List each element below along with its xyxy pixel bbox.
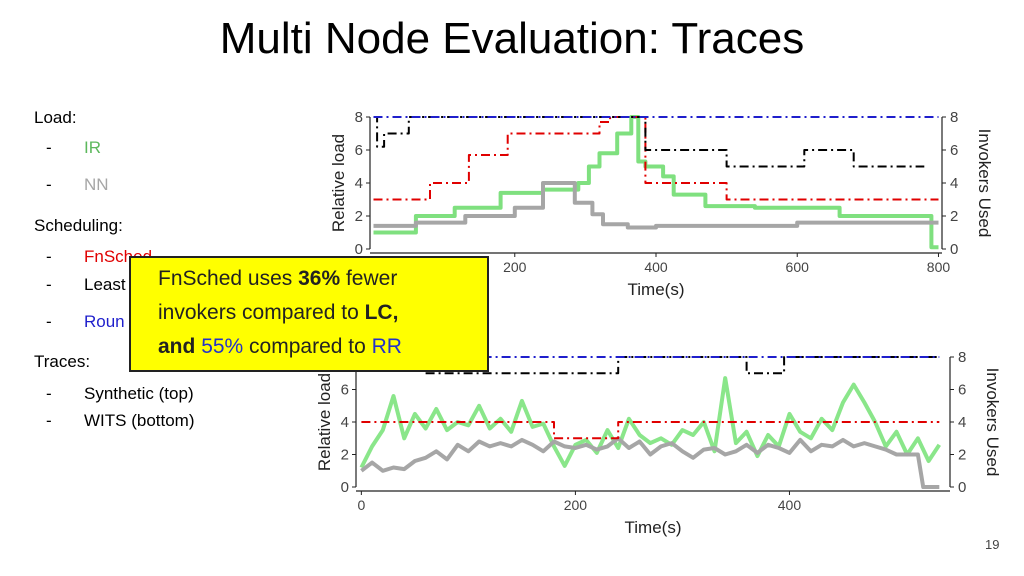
x-axis-title: Time(s) <box>628 280 685 299</box>
load-item-label: NN <box>84 175 109 194</box>
callout-line-3: and 55% compared to RR <box>158 330 487 364</box>
series-line-nn <box>373 181 939 230</box>
callout-box: FnSched uses 36% fewer invokers compared… <box>129 256 489 372</box>
bullet-dash: - <box>46 411 52 430</box>
x-tick-label: 0 <box>357 497 365 513</box>
traces-heading: Traces: <box>34 352 91 371</box>
scheduling-item-label: Least <box>84 275 126 294</box>
series-line-fnsched <box>373 116 939 201</box>
scheduling-item-round: - Roun <box>46 312 125 332</box>
x-tick-label: 200 <box>503 259 527 275</box>
trace-item-label: Synthetic (top) <box>84 384 194 403</box>
scheduling-item-least: - Least <box>46 275 126 295</box>
y2-tick-label: 4 <box>958 414 966 431</box>
series-line-fnsched <box>361 421 940 440</box>
x-tick-label: 400 <box>644 259 668 275</box>
series-line-nn <box>360 436 940 489</box>
y-tick-label: 2 <box>341 447 349 464</box>
callout-text: invokers compared to <box>158 301 365 324</box>
x-tick-label: 400 <box>778 497 802 513</box>
callout-text: fewer <box>340 267 398 290</box>
y-tick-label: 4 <box>341 414 349 431</box>
load-item-nn: - NN <box>46 175 109 195</box>
y-tick-label: 6 <box>341 382 349 399</box>
scheduling-heading: Scheduling: <box>34 216 123 235</box>
series-line-least-connections <box>373 116 925 168</box>
y2-tick-label: 8 <box>950 109 958 126</box>
x-tick-label: 600 <box>786 259 810 275</box>
scheduling-item-label: Roun <box>84 312 125 331</box>
callout-line-1: FnSched uses 36% fewer <box>158 262 487 296</box>
callout-line-2: invokers compared to LC, <box>158 296 487 330</box>
wits-trace-chart: 02468024680200400Time(s)Relative loadInv… <box>315 349 1002 537</box>
y2-tick-label: 4 <box>950 175 958 192</box>
callout-text: compared to <box>243 335 372 358</box>
series-line-least-connections <box>425 356 940 375</box>
callout-bold-lc: LC, <box>364 301 399 324</box>
callout-text: FnSched uses <box>158 267 299 290</box>
callout-blue-rr: RR <box>371 335 402 358</box>
callout-blue-55: 55% <box>201 335 244 358</box>
slide-title: Multi Node Evaluation: Traces <box>219 14 805 63</box>
x-tick-label: 800 <box>927 259 951 275</box>
y2-axis-title: Invokers Used <box>975 129 994 238</box>
y-tick-label: 0 <box>341 479 349 496</box>
bullet-dash: - <box>46 138 52 157</box>
load-heading: Load: <box>34 108 77 127</box>
y-tick-label: 8 <box>355 109 363 126</box>
y2-tick-label: 0 <box>958 479 966 496</box>
y2-tick-label: 6 <box>958 382 966 399</box>
bullet-dash: - <box>46 384 52 403</box>
y2-tick-label: 8 <box>958 349 966 366</box>
y-axis-title: Relative load <box>315 373 334 471</box>
y-tick-label: 6 <box>355 142 363 159</box>
y2-tick-label: 0 <box>950 241 958 258</box>
y2-tick-label: 2 <box>950 208 958 225</box>
page-number: 19 <box>985 537 1000 552</box>
y-tick-label: 4 <box>355 175 363 192</box>
bullet-dash: - <box>46 175 52 194</box>
y-tick-label: 0 <box>355 241 363 258</box>
callout-bold-36: 36% <box>298 267 341 290</box>
series-line-ir <box>373 115 939 250</box>
trace-item-label: WITS (bottom) <box>84 411 195 430</box>
y2-tick-label: 2 <box>958 447 966 464</box>
x-tick-label: 200 <box>564 497 588 513</box>
bullet-dash: - <box>46 312 52 331</box>
y-tick-label: 2 <box>355 208 363 225</box>
synthetic-trace-chart: 0 2 4 6 8 0 2 4 6 8 200 400 600 800 Time(s) Relative lo… <box>329 109 994 299</box>
trace-item-wits: - WITS (bottom) <box>46 411 195 431</box>
bullet-dash: - <box>46 247 52 266</box>
y-axis-title: Relative load <box>329 134 348 232</box>
trace-item-synthetic: - Synthetic (top) <box>46 384 194 404</box>
bullet-dash: - <box>46 275 52 294</box>
load-item-ir: - IR <box>46 138 101 158</box>
x-axis-title: Time(s) <box>625 518 682 537</box>
load-item-label: IR <box>84 138 101 157</box>
y2-axis-title: Invokers Used <box>983 368 1002 477</box>
callout-bold-and: and <box>158 335 196 358</box>
y2-tick-label: 6 <box>950 142 958 159</box>
